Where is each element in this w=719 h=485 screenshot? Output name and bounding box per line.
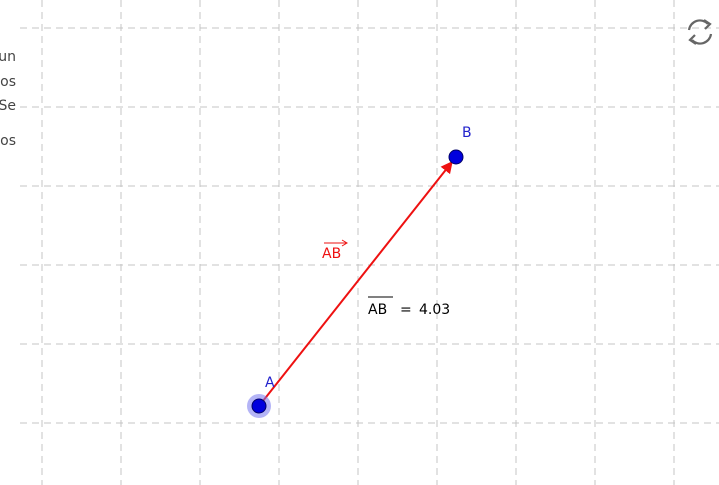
grid [20,0,719,485]
reset-icon[interactable] [687,19,713,45]
segment-length: 4.03 [419,302,450,318]
segment-name: AB [368,302,387,318]
point-label: A [265,375,275,391]
sidebar-text: Se [0,98,16,114]
vector-name: AB [322,246,341,262]
sidebar-text: un [0,49,16,65]
sidebar-text: os [0,133,16,149]
sidebar-text: os [0,74,16,90]
equals-sign: = [400,302,412,318]
point-label: B [462,125,472,141]
point-b[interactable] [448,149,464,165]
vector-overarrow-head [341,239,348,247]
length-label: AB = 4.03 [368,296,450,318]
point-a[interactable] [251,398,267,414]
vector-arrow[interactable] [258,161,453,407]
vector-label: AB [322,239,348,262]
